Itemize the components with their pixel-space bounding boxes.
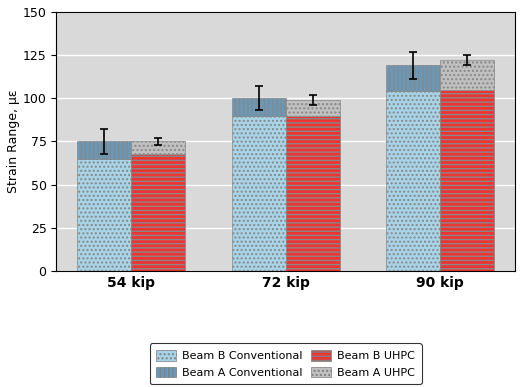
Bar (77, 141, 131, 159)
Bar (232, 98, 286, 116)
Bar (386, 65, 440, 91)
Bar (131, 154, 185, 271)
Bar (386, 91, 440, 271)
Bar (440, 90, 494, 271)
Y-axis label: Strain Range, με: Strain Range, με (7, 90, 20, 193)
Bar (77, 159, 131, 271)
Bar (440, 60, 494, 90)
Bar (232, 116, 286, 271)
Legend: Beam B Conventional, Beam A Conventional, Beam B UHPC, Beam A UHPC: Beam B Conventional, Beam A Conventional… (150, 343, 422, 384)
Bar (131, 141, 185, 154)
Bar (286, 100, 340, 116)
Bar (286, 116, 340, 271)
